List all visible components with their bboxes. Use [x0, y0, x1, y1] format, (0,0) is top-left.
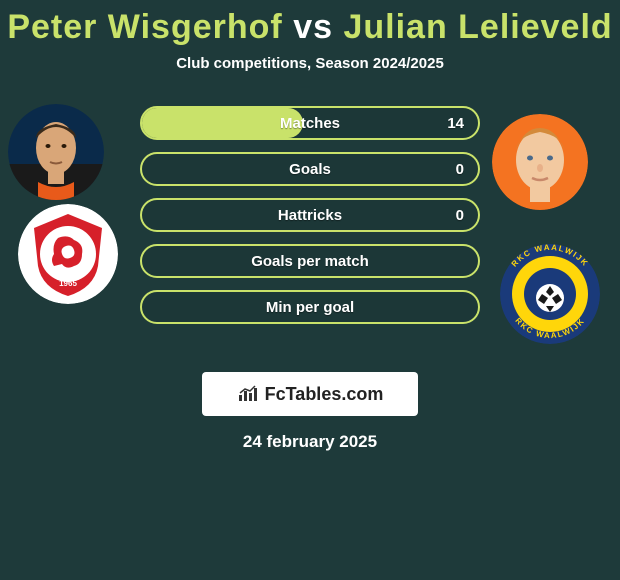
- stat-label: Hattricks: [142, 200, 478, 230]
- stat-label: Goals per match: [142, 246, 478, 276]
- player1-avatar: [8, 104, 104, 200]
- stat-bar: Goals 0: [140, 152, 480, 186]
- stat-value: 0: [456, 200, 464, 230]
- header: Peter Wisgerhof vs Julian Lelieveld Club…: [0, 0, 620, 76]
- page-title: Peter Wisgerhof vs Julian Lelieveld: [0, 8, 620, 47]
- stat-label: Min per goal: [142, 292, 478, 322]
- stat-bars: Matches 14 Goals 0 Hattricks 0 Goals per…: [140, 106, 480, 336]
- stat-label: Matches: [142, 108, 478, 138]
- player2-name: Julian Lelieveld: [343, 8, 612, 46]
- date-label: 24 february 2025: [0, 432, 620, 452]
- player1-name: Peter Wisgerhof: [7, 8, 282, 46]
- stat-label: Goals: [142, 154, 478, 184]
- player2-club-logo: RKC WAALWIJK RKC WAALWIJK: [500, 244, 600, 344]
- stat-value: 14: [447, 108, 464, 138]
- svg-text:1965: 1965: [59, 279, 77, 288]
- stat-bar: Hattricks 0: [140, 198, 480, 232]
- content: 1965 RKC WAALWIJK: [0, 104, 620, 364]
- player1-club-logo: 1965: [18, 204, 118, 304]
- chart-icon: [237, 385, 259, 403]
- player2-avatar: [492, 114, 588, 210]
- vs-label: vs: [293, 8, 333, 46]
- stat-value: 0: [456, 154, 464, 184]
- stat-bar: Min per goal: [140, 290, 480, 324]
- stat-bar: Matches 14: [140, 106, 480, 140]
- subtitle: Club competitions, Season 2024/2025: [0, 55, 620, 72]
- badge-text: FcTables.com: [265, 384, 384, 405]
- fctables-badge: FcTables.com: [202, 372, 418, 416]
- stat-bar: Goals per match: [140, 244, 480, 278]
